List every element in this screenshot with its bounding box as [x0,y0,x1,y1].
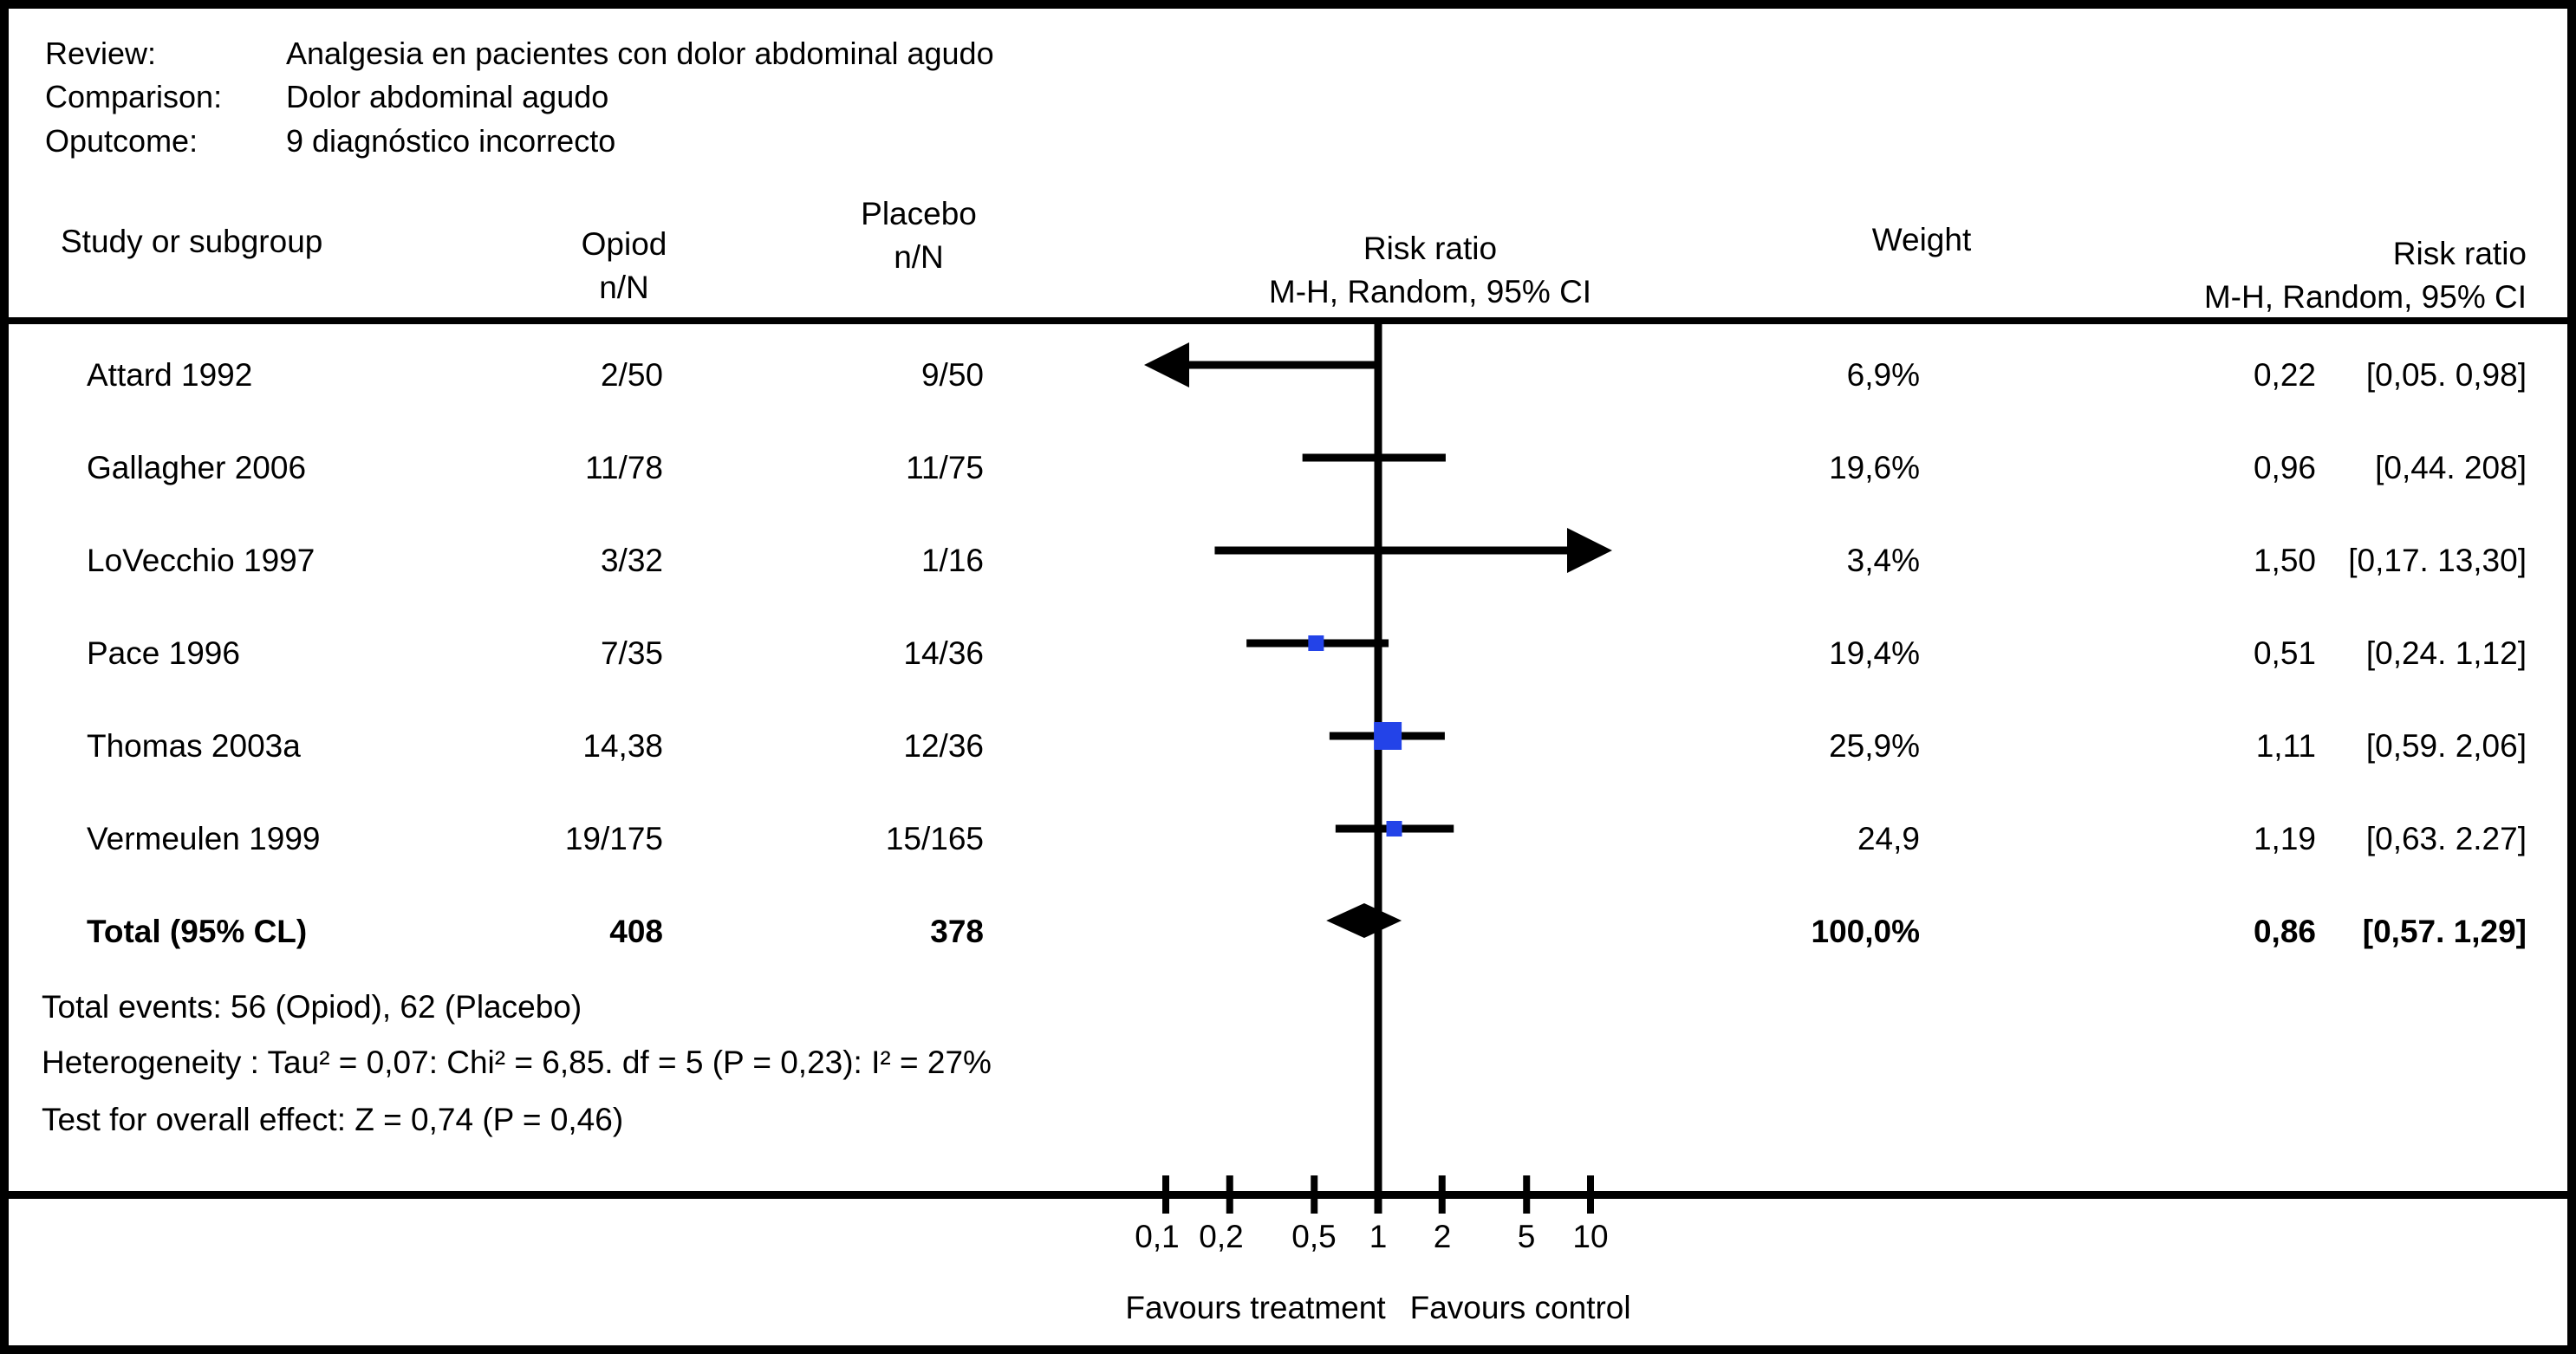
favours-treatment-label: Favours treatment [1125,1290,1386,1325]
axis-tick-label: 1 [1369,1219,1388,1254]
weight-value: 19,6% [1829,450,1920,485]
confidence-interval: [0,17. 13,30] [2348,543,2527,578]
outcome-value: 9 diagnóstico incorrecto [286,123,616,159]
study-row: Attard 1992 2/50 9/50 6,9% 0,22 [0,05. 0… [0,353,2576,398]
column-header-effect: Risk ratio M-H, Random, 95% CI [2093,232,2527,319]
risk-ratio-value: 1,50 [2253,543,2316,578]
study-name: Attard 1992 [87,357,253,393]
treatment-events: 19/175 [564,821,663,856]
weight-value: 25,9% [1829,728,1920,764]
column-header-effect-line2: M-H, Random, 95% CI [2203,279,2527,315]
overall-effect-note: Test for overall effect: Z = 0,74 (P = 0… [42,1102,624,1137]
control-events: 1/16 [920,543,984,578]
column-header-study: Study or subgroup [61,224,323,259]
total-risk-ratio: 0,86 [2253,914,2316,949]
weight-value: 24,9 [1857,821,1920,856]
column-header-effect-line1: Risk ratio [2392,236,2527,271]
risk-ratio-value: 0,96 [2253,450,2316,485]
column-header-plot-line2: M-H, Random, 95% CI [1268,274,1592,309]
control-events: 15/165 [885,821,984,856]
column-header-treatment: Opiod n/N [494,223,754,309]
axis-tick-label: 0,5 [1291,1219,1337,1254]
study-row: LoVecchio 1997 3/32 1/16 3,4% 1,50 [0,17… [0,538,2576,583]
axis-tick-label: 0,2 [1199,1219,1244,1254]
treatment-events: 11/78 [585,450,663,485]
review-label: Review: [45,36,157,71]
column-header-control-line1: Placebo [861,196,977,231]
favours-labels: Favours treatment Favours control [988,1290,1768,1326]
outcome-label: Oputcome: [45,123,198,159]
treatment-events: 2/50 [600,357,663,393]
study-name: Gallagher 2006 [87,450,307,485]
column-header-plot: Risk ratio M-H, Random, 95% CI [1170,227,1690,314]
axis-tick-label: 5 [1517,1219,1536,1254]
heterogeneity-note: Heterogeneity : Tau² = 0,07: Chi² = 6,85… [42,1045,992,1080]
total-treatment-n: 408 [609,914,663,949]
confidence-interval: [0,44. 208] [2375,450,2527,485]
control-events: 12/36 [903,728,984,764]
total-row: Total (95% CL) 408 378 100,0% 0,86 [0,57… [0,909,2576,954]
column-header-control: Placebo n/N [789,192,1049,279]
weight-value: 19,4% [1829,635,1920,671]
control-events: 14/36 [903,635,984,671]
column-header-weight: Weight [1871,222,1972,257]
treatment-events: 7/35 [600,635,663,671]
confidence-interval: [0,63. 2.27] [2365,821,2527,856]
risk-ratio-value: 1,19 [2253,821,2316,856]
control-events: 11/75 [906,450,984,485]
study-name: Pace 1996 [87,635,240,671]
total-control-n: 378 [930,914,984,949]
treatment-events: 3/32 [600,543,663,578]
risk-ratio-value: 0,22 [2253,357,2316,393]
confidence-interval: [0,59. 2,06] [2365,728,2527,764]
column-header-control-line2: n/N [894,239,944,275]
study-row: Pace 1996 7/35 14/36 19,4% 0,51 [0,24. 1… [0,631,2576,676]
total-confidence-interval: [0,57. 1,29] [2362,914,2527,949]
confidence-interval: [0,24. 1,12] [2365,635,2527,671]
study-row: Thomas 2003a 14,38 12/36 25,9% 1,11 [0,5… [0,724,2576,769]
total-weight: 100,0% [1811,914,1921,949]
weight-value: 6,9% [1846,357,1920,393]
column-header-treatment-line1: Opiod [581,226,667,262]
confidence-interval: [0,05. 0,98] [2365,357,2527,393]
risk-ratio-value: 1,11 [2255,728,2316,764]
risk-ratio-value: 0,51 [2253,635,2316,671]
weight-value: 3,4% [1846,543,1920,578]
favours-control-label: Favours control [1409,1290,1631,1325]
column-header-treatment-line2: n/N [599,270,649,305]
comparison-value: Dolor abdominal agudo [286,79,609,114]
axis-tick-label: 2 [1433,1219,1452,1254]
control-events: 9/50 [920,357,984,393]
study-name: Vermeulen 1999 [87,821,321,856]
study-name: LoVecchio 1997 [87,543,315,578]
comparison-label: Comparison: [45,79,223,114]
total-label: Total (95% CL) [87,914,308,949]
review-value: Analgesia en pacientes con dolor abdomin… [286,36,994,71]
total-events-note: Total events: 56 (Opiod), 62 (Placebo) [42,989,582,1025]
study-row: Gallagher 2006 11/78 11/75 19,6% 0,96 [0… [0,446,2576,491]
study-row: Vermeulen 1999 19/175 15/165 24,9 1,19 [… [0,817,2576,862]
study-name: Thomas 2003a [87,728,301,764]
treatment-events: 14,38 [582,728,663,764]
axis-tick-label: 0,1 [1135,1219,1180,1254]
column-header-plot-line1: Risk ratio [1363,231,1498,266]
axis-tick-label: 10 [1572,1219,1609,1254]
